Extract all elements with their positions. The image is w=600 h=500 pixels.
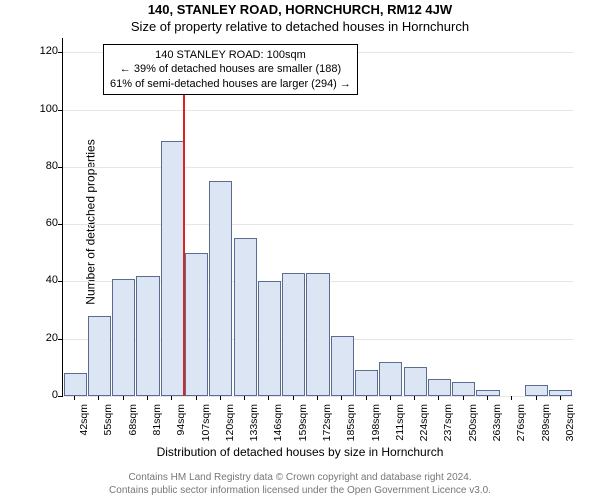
bar — [331, 336, 354, 396]
bar — [209, 181, 232, 396]
x-tick-mark — [560, 396, 561, 400]
annotation-line1: 140 STANLEY ROAD: 100sqm — [155, 49, 306, 61]
footer-line2: Contains public sector information licen… — [109, 485, 491, 496]
gridline — [63, 167, 573, 168]
x-tick-label: 211sqm — [394, 404, 406, 454]
x-tick-mark — [147, 396, 148, 400]
x-tick-mark — [123, 396, 124, 400]
x-tick-mark — [268, 396, 269, 400]
x-tick-mark — [220, 396, 221, 400]
x-tick-label: 159sqm — [297, 404, 309, 454]
bar — [234, 238, 257, 396]
bar — [64, 373, 87, 396]
x-tick-mark — [293, 396, 294, 400]
x-tick-label: 146sqm — [272, 404, 284, 454]
bar — [136, 276, 159, 396]
x-tick-label: 224sqm — [418, 404, 430, 454]
x-tick-mark — [463, 396, 464, 400]
x-tick-mark — [196, 396, 197, 400]
x-tick-label: 42sqm — [78, 404, 90, 454]
y-tick-label: 0 — [34, 390, 58, 401]
y-tick-mark — [58, 281, 62, 282]
y-tick-label: 60 — [34, 218, 58, 229]
x-tick-label: 289sqm — [540, 404, 552, 454]
reference-line — [183, 87, 185, 396]
annotation-line3: 61% of semi-detached houses are larger (… — [110, 78, 351, 90]
x-tick-label: 302sqm — [564, 404, 576, 454]
bar — [112, 279, 135, 396]
gridline — [63, 110, 573, 111]
x-tick-mark — [390, 396, 391, 400]
x-tick-label: 120sqm — [224, 404, 236, 454]
bar — [525, 385, 548, 396]
x-tick-label: 68sqm — [127, 404, 139, 454]
x-tick-label: 55sqm — [102, 404, 114, 454]
x-tick-mark — [366, 396, 367, 400]
bar — [88, 316, 111, 396]
y-tick-mark — [58, 110, 62, 111]
y-tick-mark — [58, 224, 62, 225]
x-tick-label: 263sqm — [491, 404, 503, 454]
gridline — [63, 224, 573, 225]
x-tick-label: 133sqm — [248, 404, 260, 454]
bar — [161, 141, 184, 396]
x-tick-mark — [438, 396, 439, 400]
annotation-box: 140 STANLEY ROAD: 100sqm ← 39% of detach… — [103, 44, 358, 95]
x-tick-mark — [98, 396, 99, 400]
x-tick-mark — [511, 396, 512, 400]
footer-line1: Contains HM Land Registry data © Crown c… — [128, 472, 471, 483]
x-tick-mark — [414, 396, 415, 400]
y-tick-mark — [58, 167, 62, 168]
bar — [549, 390, 572, 396]
x-tick-label: 94sqm — [175, 404, 187, 454]
x-tick-label: 107sqm — [200, 404, 212, 454]
x-tick-mark — [341, 396, 342, 400]
bar — [428, 379, 451, 396]
x-tick-label: 172sqm — [321, 404, 333, 454]
title-line2: Size of property relative to detached ho… — [0, 19, 600, 34]
bar — [452, 382, 475, 396]
x-tick-label: 198sqm — [370, 404, 382, 454]
plot-area: 140 STANLEY ROAD: 100sqm ← 39% of detach… — [62, 38, 573, 397]
gridline — [63, 396, 573, 397]
x-tick-mark — [244, 396, 245, 400]
y-tick-label: 80 — [34, 161, 58, 172]
x-tick-mark — [74, 396, 75, 400]
x-tick-label: 276sqm — [515, 404, 527, 454]
bar — [306, 273, 329, 396]
title-line1: 140, STANLEY ROAD, HORNCHURCH, RM12 4JW — [0, 2, 600, 17]
x-tick-mark — [317, 396, 318, 400]
y-tick-mark — [58, 52, 62, 53]
x-tick-mark — [487, 396, 488, 400]
y-tick-label: 120 — [34, 46, 58, 57]
x-tick-label: 237sqm — [442, 404, 454, 454]
x-tick-mark — [171, 396, 172, 400]
x-tick-label: 185sqm — [345, 404, 357, 454]
footer-text: Contains HM Land Registry data © Crown c… — [0, 471, 600, 497]
y-tick-label: 40 — [34, 275, 58, 286]
y-tick-label: 100 — [34, 104, 58, 115]
bar — [379, 362, 402, 396]
y-tick-mark — [58, 339, 62, 340]
x-tick-label: 81sqm — [151, 404, 163, 454]
bar — [258, 281, 281, 396]
bar — [185, 253, 208, 396]
chart-container: 140, STANLEY ROAD, HORNCHURCH, RM12 4JW … — [0, 0, 600, 500]
bar — [355, 370, 378, 396]
bar — [404, 367, 427, 396]
y-tick-mark — [58, 396, 62, 397]
y-tick-label: 20 — [34, 333, 58, 344]
bar — [282, 273, 305, 396]
annotation-line2: ← 39% of detached houses are smaller (18… — [120, 63, 341, 75]
x-tick-label: 250sqm — [467, 404, 479, 454]
x-tick-mark — [536, 396, 537, 400]
